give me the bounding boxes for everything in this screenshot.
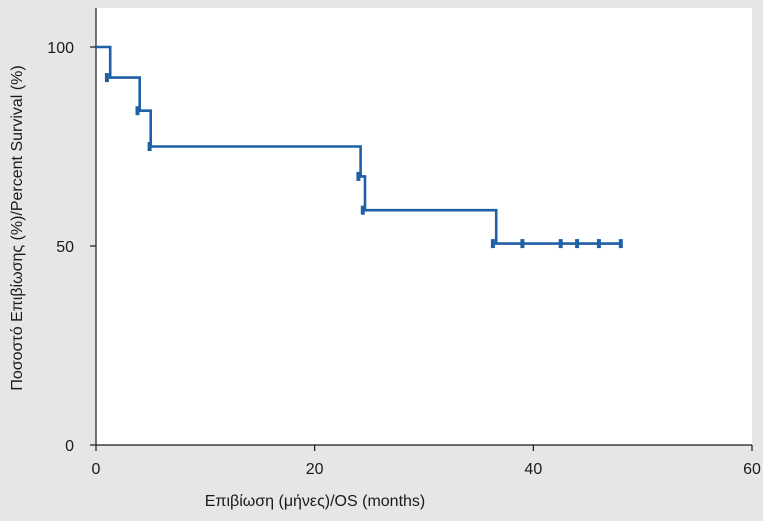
y-tick-label: 0 [65, 438, 74, 455]
censor-mark [520, 239, 525, 249]
x-tick-label: 60 [743, 461, 761, 478]
censor-mark [596, 239, 601, 249]
censor-mark [104, 73, 109, 83]
x-tick-label: 0 [92, 461, 101, 478]
survival-curve [96, 45, 621, 245]
y-axis-label: Ποσοστό Επιβίωσης (%)/Percent Survival (… [9, 65, 26, 390]
censor-mark [558, 239, 563, 249]
x-tick-label: 40 [524, 461, 542, 478]
x-tick-label: 20 [306, 461, 324, 478]
censor-mark [135, 106, 140, 116]
series-group [96, 45, 621, 245]
censor-mark [147, 142, 152, 151]
censor-mark [618, 239, 623, 249]
censor-mark [490, 239, 495, 249]
y-tick-label: 50 [56, 239, 74, 256]
censor-group [104, 73, 623, 249]
ticks: 0 20 40 60 0 50 100 [47, 40, 761, 478]
plot-area [96, 8, 752, 445]
x-axis-label: Επιβίωση (μήνες)/OS (months) [205, 493, 425, 510]
censor-mark [356, 171, 361, 181]
axes [95, 8, 752, 446]
censor-mark [575, 239, 580, 249]
y-tick-label: 100 [47, 40, 74, 57]
censor-mark [360, 205, 365, 215]
